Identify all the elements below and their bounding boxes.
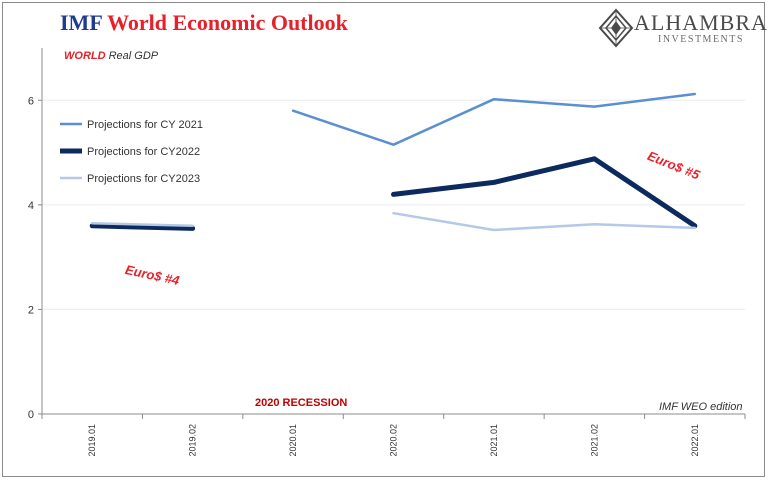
title-weo: World Economic Outlook — [107, 10, 348, 35]
series-lines — [89, 92, 698, 232]
diamond-logo-icon — [598, 8, 634, 48]
subtitle-world: WORLD — [64, 50, 106, 62]
chart-subtitle: WORLD Real GDP — [64, 50, 158, 62]
logo-subtitle: INVESTMENTS — [658, 34, 744, 45]
series-line-3 — [392, 211, 697, 232]
x-tick-label: 2022.01 — [690, 424, 700, 457]
title-imf: IMF — [60, 10, 102, 35]
grid-lines — [42, 99, 745, 310]
series-line-3 — [90, 221, 194, 228]
y-tick-label: 2 — [28, 304, 34, 316]
axes: 0 2 4 6 2019.01 2019.02 2020.01 2020.02 2021.01 2… — [28, 48, 746, 457]
x-tick-label: 2021.02 — [589, 424, 599, 457]
x-tick-label: 2019.02 — [188, 424, 198, 457]
series-line-2 — [391, 156, 698, 229]
page-title: IMF World Economic Outlook — [60, 10, 348, 36]
x-tick-label: 2020.02 — [389, 424, 399, 457]
legend-label-1: Projections for CY 2021 — [87, 119, 203, 131]
y-tick-label: 0 — [28, 409, 34, 421]
x-tick-label: 2021.01 — [489, 424, 499, 457]
annotation-edition: IMF WEO edition — [659, 401, 743, 413]
x-tick-label: 2020.01 — [288, 424, 298, 457]
legend: Projections for CY 2021 Projections for C… — [60, 119, 203, 185]
subtitle-real-gdp: Real GDP — [108, 50, 159, 62]
logo-name: ALHAMBRA — [634, 10, 768, 35]
legend-label-2: Projections for CY2022 — [87, 146, 200, 158]
x-tick-label: 2019.01 — [87, 424, 97, 457]
series-line-1 — [291, 92, 697, 146]
annotation-recession: 2020 RECESSION — [255, 397, 348, 409]
y-tick-label: 6 — [28, 95, 34, 107]
series-line-2 — [89, 223, 196, 231]
alhambra-logo: ALHAMBRA INVESTMENTS — [598, 8, 767, 48]
chart-frame — [2, 2, 765, 477]
y-tick-label: 4 — [28, 200, 34, 212]
legend-label-3: Projections for CY2023 — [87, 173, 200, 185]
